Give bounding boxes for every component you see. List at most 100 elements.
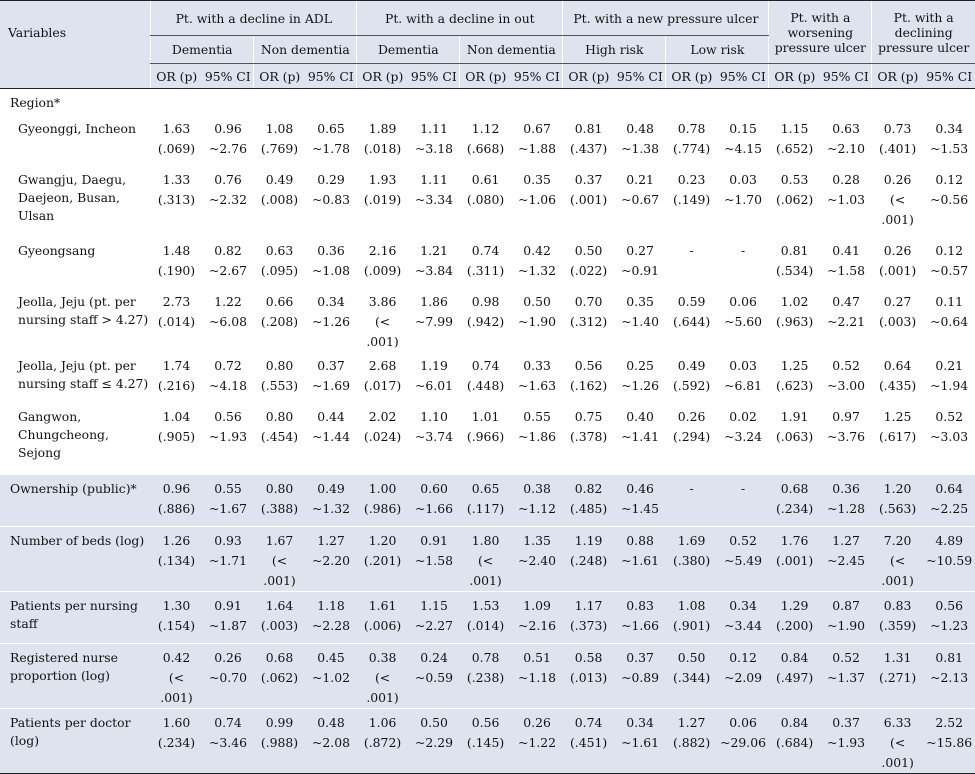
or-p-cell: 0.27 (.003) <box>872 288 924 352</box>
ci-upper: ~1.32 <box>312 501 351 516</box>
or-value: 0.49 <box>265 172 294 187</box>
ci-upper: ~3.46 <box>209 735 247 750</box>
or-value: 1.19 <box>574 533 603 548</box>
p-value: (.872) <box>363 735 402 750</box>
ci-cell: 1.11 ~3.34 <box>408 166 460 237</box>
or-p-cell: 1.20 (.563) <box>871 474 924 527</box>
ci-upper: ~1.45 <box>621 501 660 516</box>
ci-lower: 0.52 <box>729 533 757 548</box>
row-label: Ownership (public)* <box>0 474 151 527</box>
ci-cell: 0.47 ~2.21 <box>820 288 872 352</box>
ci-cell: 0.34 ~3.44 <box>717 591 769 644</box>
or-p-header: OR (p) <box>562 63 615 89</box>
p-value: (.905) <box>157 429 196 444</box>
or-value: 0.84 <box>780 650 809 665</box>
ci-cell: 0.60 ~1.66 <box>408 474 460 527</box>
ci-upper: ~3.74 <box>415 429 454 444</box>
ci-upper: ~2.10 <box>827 141 866 156</box>
ci-cell: 0.91 ~1.87 <box>202 591 254 644</box>
stat-header-row: OR (p) 95% CI OR (p) 95% CI OR (p) 95% CI OR (… <box>0 63 975 89</box>
ci-upper: ~1.58 <box>827 263 866 278</box>
or-p-cell: 0.68 (.062) <box>253 643 306 709</box>
or-p-cell: 0.42 (< .001) <box>150 643 203 709</box>
ci-cell: 0.82 ~2.67 <box>202 237 254 288</box>
ci-cell: 0.48 ~2.08 <box>305 708 357 774</box>
ci-lower: 0.11 <box>935 294 963 309</box>
ci-cell: 0.40 ~1.41 <box>614 403 666 475</box>
or-p-cell: 1.69 (.380) <box>665 526 718 592</box>
or-p-cell: 1.74 (.216) <box>151 352 203 403</box>
or-p-cell: 0.56 (.162) <box>563 352 615 403</box>
ci-cell: 0.26 ~1.22 <box>511 708 563 774</box>
ci-lower: 0.51 <box>523 650 551 665</box>
or-p-cell: 1.27 (.882) <box>665 708 718 774</box>
ci-cell: 0.41 ~1.58 <box>820 237 872 288</box>
p-value: (.388) <box>260 501 299 516</box>
ci-cell: 0.33 ~1.63 <box>511 352 563 403</box>
row-label: Patients per nursing staff <box>0 591 151 644</box>
or-value: 0.96 <box>162 481 191 496</box>
ci-header: 95% CI <box>408 63 460 89</box>
ci-lower: 0.97 <box>832 409 860 424</box>
ci-lower: 0.02 <box>729 409 757 424</box>
table-header: Variables Pt. with a decline in ADL Pt. … <box>0 0 975 89</box>
or-value: 0.49 <box>677 358 706 373</box>
p-value: (.563) <box>878 501 917 516</box>
p-value: (< .001) <box>881 553 914 588</box>
ci-lower: 0.28 <box>832 172 860 187</box>
or-value: 0.27 <box>883 294 912 309</box>
ci-cell: 0.52 ~1.37 <box>820 643 872 709</box>
or-p-cell: 1.06 (.872) <box>356 708 409 774</box>
p-value: (.435) <box>878 378 917 393</box>
ci-cell: 0.06 ~5.60 <box>717 288 769 352</box>
p-value: (.234) <box>157 735 196 750</box>
ci-cell: 0.35 ~1.40 <box>614 288 666 352</box>
or-p-cell: 0.26 (.001) <box>872 237 924 288</box>
or-value: 0.78 <box>677 121 706 136</box>
or-p-cell: 1.31 (.271) <box>871 643 924 709</box>
ci-upper: ~1.32 <box>518 263 557 278</box>
ci-lower: 0.63 <box>832 121 860 136</box>
ci-lower: 0.42 <box>523 243 551 258</box>
or-p-cell: 1.15 (.652) <box>769 115 821 166</box>
or-value: 3.86 <box>368 294 397 309</box>
or-value: 0.74 <box>574 715 603 730</box>
or-value: 0.80 <box>265 481 294 496</box>
ci-cell: 0.24 ~0.59 <box>408 643 460 709</box>
or-value: 1.80 <box>471 533 500 548</box>
ci-upper: ~1.87 <box>209 618 247 633</box>
or-value: 0.75 <box>574 409 603 424</box>
ci-upper: ~0.67 <box>621 192 660 207</box>
ci-upper: ~1.66 <box>415 501 454 516</box>
p-value: (.684) <box>775 735 814 750</box>
p-value: (.774) <box>672 141 711 156</box>
or-p-cell: 0.50 (.022) <box>563 237 615 288</box>
ci-cell: 0.91 ~1.58 <box>408 526 460 592</box>
p-value: (< .001) <box>881 735 914 770</box>
subgroup-header: High risk <box>562 35 666 64</box>
ci-upper: ~1.03 <box>827 192 866 207</box>
ci-upper: ~1.26 <box>621 378 660 393</box>
or-p-cell: 0.49 (.008) <box>254 166 306 237</box>
or-p-cell: 0.26 (.294) <box>666 403 718 475</box>
p-value: (.014) <box>466 618 505 633</box>
ci-cell: 0.26 ~0.70 <box>202 643 254 709</box>
row-label: Gwangju, Daegu, Daejeon, Busan, Ulsan <box>18 172 127 223</box>
or-value: 0.82 <box>574 481 603 496</box>
ci-upper: ~1.37 <box>827 670 866 685</box>
ci-upper: ~1.41 <box>621 429 660 444</box>
or-p-cell: 0.38 (< .001) <box>356 643 409 709</box>
ci-cell: 0.15 ~4.15 <box>717 115 769 166</box>
ci-upper: ~1.61 <box>621 735 660 750</box>
or-p-cell: 0.74 (.311) <box>460 237 512 288</box>
p-value: (.003) <box>878 314 917 329</box>
ci-lower: 0.50 <box>420 715 448 730</box>
ci-lower: 1.27 <box>832 533 860 548</box>
ci-lower: 0.03 <box>729 358 757 373</box>
ci-lower: 0.26 <box>214 650 242 665</box>
ci-cell: 0.36 ~1.08 <box>305 237 357 288</box>
or-value: 1.20 <box>368 533 397 548</box>
or-value: 0.66 <box>265 294 294 309</box>
or-p-cell: 1.12 (.668) <box>460 115 512 166</box>
ci-upper: ~3.44 <box>724 618 763 633</box>
